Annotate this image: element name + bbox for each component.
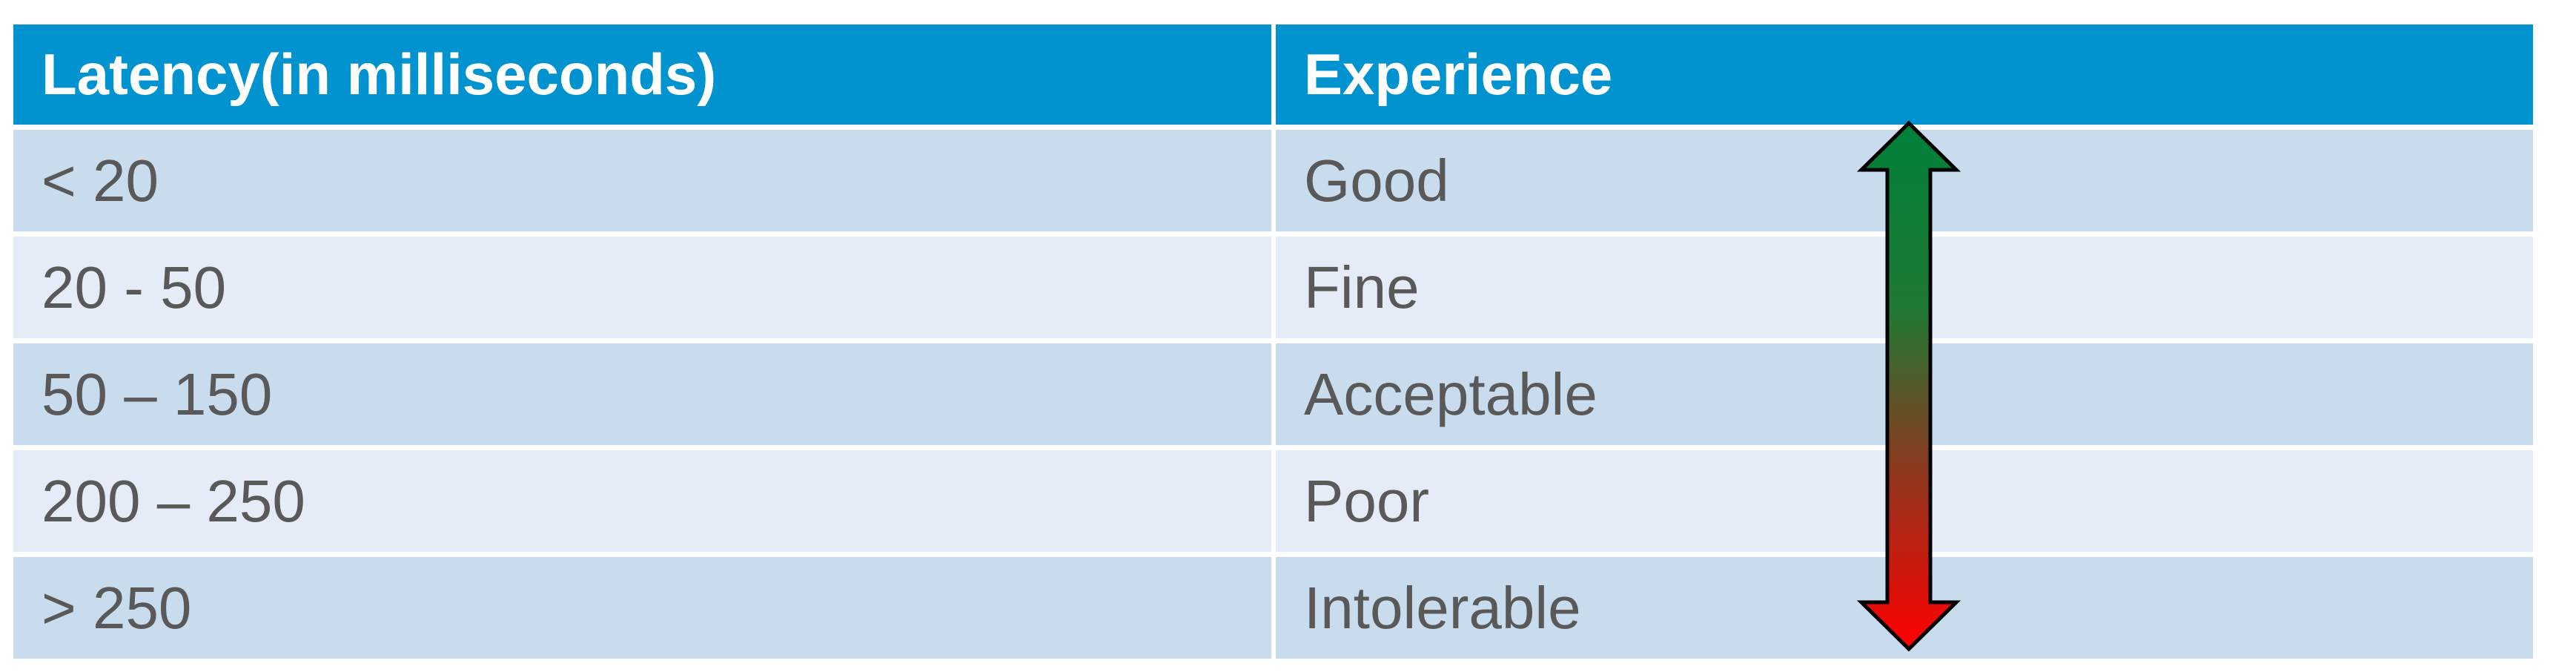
table-cell: > 250 — [13, 557, 1271, 659]
table-cell: 20 - 50 — [13, 237, 1271, 338]
table-cell: 200 – 250 — [13, 450, 1271, 552]
table-cell: < 20 — [13, 130, 1271, 231]
table-row: < 20 Good — [13, 130, 2533, 231]
table-cell: 50 – 150 — [13, 343, 1271, 445]
latency-table: Latency(in milliseconds) Experience < 20 Go… — [13, 24, 2533, 659]
header-cell: Latency(in milliseconds) — [13, 24, 1271, 125]
quality-arrow — [1856, 120, 1961, 652]
table-row: Latency(in milliseconds) Experience — [13, 24, 2533, 125]
header-cell: Experience — [1276, 24, 2533, 125]
table-row: > 250 Intolerable — [13, 557, 2533, 659]
table-row: 50 – 150 Acceptable — [13, 343, 2533, 445]
table-row: 20 - 50 Fine — [13, 237, 2533, 338]
